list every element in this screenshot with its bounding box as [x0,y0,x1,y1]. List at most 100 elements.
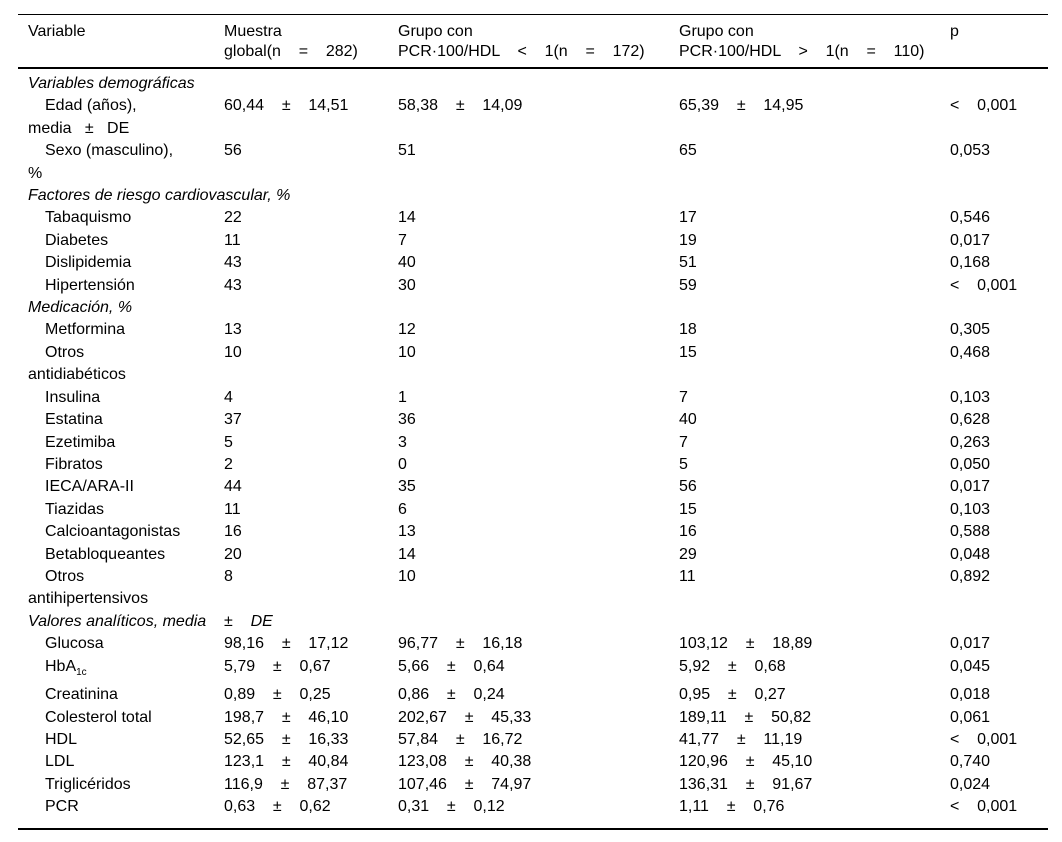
table-row: Calcioantagonistas 16 13 16 0,588 [18,521,1048,543]
row-label: Fibratos [45,455,103,473]
row-label: LDL [45,753,75,771]
section-label: Medicación, % [28,299,133,317]
cell-group_gt: 59 [679,276,697,294]
cell-group_gt: 19 [679,231,697,249]
cell-group_gt: 56 [679,478,697,496]
cell-global: 4 [224,388,233,406]
cell-group_gt: 120,96 ± 45,10 [679,753,813,771]
cell-group_lt: 7 [398,231,407,249]
cell-global: 116,9 ± 87,37 [224,775,348,793]
cell-global: 2 [224,455,233,473]
row-label: Calcioantagonistas [45,523,181,541]
cell-p: 0,892 [950,567,991,585]
cell-group_lt: 123,08 ± 40,38 [398,753,532,771]
cell-group_lt: 13 [398,523,416,541]
cell-group_gt: 18 [679,321,697,339]
table-row: Triglicéridos 116,9 ± 87,37 107,46 ± 74,97… [18,774,1048,796]
cell-global: 0,89 ± 0,25 [224,686,331,704]
table-row: Edad (años), media ± DE 60,44 ± 14,51 58,3… [18,95,1048,140]
cell-group_gt [679,611,950,633]
cell-global: 10 [224,343,242,361]
table-row: Insulina 4 1 7 0,103 [18,387,1048,409]
row-label: Sexo (masculino), % [28,142,174,182]
cell-p: 0,103 [950,500,991,518]
cell-group_gt: 65,39 ± 14,95 [679,97,804,115]
cell-group_lt: 0 [398,455,407,473]
cell-p: 0,017 [950,635,991,653]
cell-p: < 0,001 [950,798,1018,816]
row-label: Dislipidemia [45,254,132,272]
cell-group_lt: 12 [398,321,416,339]
cell-group_gt: 29 [679,545,697,563]
cell-global: 13 [224,321,242,339]
section-row: Factores de riesgo cardiovascular, % [18,185,1048,207]
table-row: Estatina 37 36 40 0,628 [18,409,1048,431]
cell-global: 123,1 ± 40,84 [224,753,349,771]
cell-p: 0,468 [950,343,991,361]
column-header-muestra-global: Muestra global(n = 282) [224,14,398,69]
cell-group_gt: 15 [679,343,697,361]
cell-group_lt: 3 [398,433,407,451]
cell-group_gt: 136,31 ± 91,67 [679,775,813,793]
cell-group_lt: 6 [398,500,407,518]
cell-p: < 0,001 [950,276,1018,294]
column-header-grupo-pcr-lt-1: Grupo con PCR·100/HDL < 1(n = 172) [398,14,679,69]
cell-group_lt: 40 [398,254,416,272]
row-label: Betabloqueantes [45,545,166,563]
cell-p: 0,628 [950,411,991,429]
cell-p: 0,305 [950,321,991,339]
cell-group_gt: 1,11 ± 0,76 [679,798,785,816]
cell-p: 0,103 [950,388,991,406]
row-label: Creatinina [45,686,118,704]
cell-group_gt: 0,95 ± 0,27 [679,686,786,704]
cell-group_gt: 7 [679,388,688,406]
cell-group_gt: 15 [679,500,697,518]
table-row: Otros antihipertensivos 8 10 11 0,892 [18,566,1048,611]
cell-p: 0,045 [950,657,991,675]
row-label: Edad (años), media ± DE [28,97,137,137]
cell-group_lt: 1 [398,388,407,406]
cell-p: 0,018 [950,686,991,704]
cell-global: 0,63 ± 0,62 [224,798,331,816]
cell-group_lt: 51 [398,142,416,160]
cell-group_lt: 202,67 ± 45,33 [398,708,532,726]
cell-global: 8 [224,567,233,585]
row-label: Tiazidas [45,500,104,518]
cell-group_lt: 14 [398,209,416,227]
section-row: Valores analíticos, media ± DE [18,611,1048,633]
cell-p: 0,048 [950,545,991,563]
cell-group_lt: 36 [398,411,416,429]
cell-group_gt: 17 [679,209,697,227]
section-label: Factores de riesgo cardiovascular, % [28,187,291,205]
row-label: Hipertensión [45,276,135,294]
table-row: Dislipidemia 43 40 51 0,168 [18,252,1048,274]
cell-global: 44 [224,478,242,496]
cell-p [950,611,1048,633]
cell-group_lt: 57,84 ± 16,72 [398,730,523,748]
cell-p: 0,740 [950,753,991,771]
cell-group_lt: 0,31 ± 0,12 [398,798,505,816]
cell-p: 0,050 [950,455,991,473]
table-row: LDL 123,1 ± 40,84 123,08 ± 40,38 120,96 ± 4… [18,751,1048,773]
cell-group_gt: 189,11 ± 50,82 [679,708,812,726]
cell-group_lt: 96,77 ± 16,18 [398,635,523,653]
table-row: HDL 52,65 ± 16,33 57,84 ± 16,72 41,77 ± 11,… [18,729,1048,751]
cell-global: 43 [224,276,242,294]
cell-p: < 0,001 [950,97,1018,115]
cell-p: 0,168 [950,254,991,272]
row-label: Insulina [45,388,101,406]
cell-group_lt: 10 [398,343,416,361]
table-row: Otros antidiabéticos 10 10 15 0,468 [18,342,1048,387]
cell-group_gt: 65 [679,142,697,160]
cell-group_lt: 10 [398,567,416,585]
cell-global: 52,65 ± 16,33 [224,730,349,748]
cell-group_gt: 41,77 ± 11,19 [679,730,803,748]
table-row: Betabloqueantes 20 14 29 0,048 [18,544,1048,566]
table-row: Glucosa 98,16 ± 17,12 96,77 ± 16,18 103,12 … [18,633,1048,655]
cell-global: 5,79 ± 0,67 [224,657,331,675]
cell-group_lt: 5,66 ± 0,64 [398,657,505,675]
section-label: Valores analíticos, media [28,612,207,630]
table-row: Hipertensión 43 30 59 < 0,001 [18,275,1048,297]
row-label: Otros antidiabéticos [28,343,126,384]
